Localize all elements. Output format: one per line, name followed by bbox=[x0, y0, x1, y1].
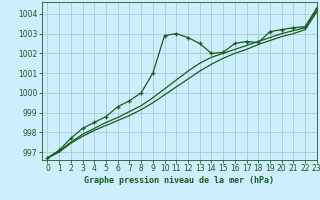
X-axis label: Graphe pression niveau de la mer (hPa): Graphe pression niveau de la mer (hPa) bbox=[84, 176, 274, 185]
